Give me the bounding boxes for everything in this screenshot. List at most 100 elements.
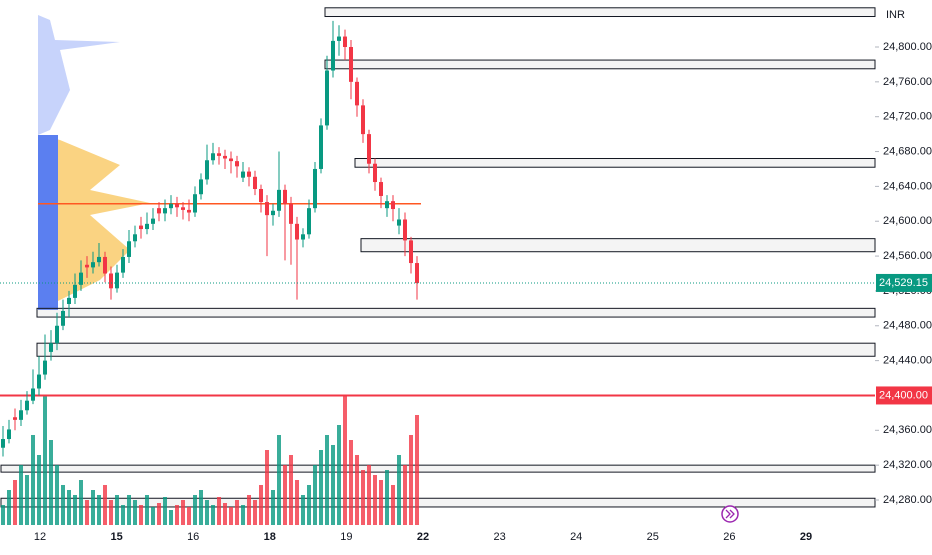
volume-bar	[109, 500, 113, 525]
volume-bar	[169, 510, 173, 525]
candle-body	[373, 163, 377, 183]
candle-body	[133, 234, 137, 242]
volume-bar	[355, 455, 359, 525]
volume-bar	[97, 495, 101, 525]
candle-body	[397, 219, 401, 226]
candle-body	[169, 203, 173, 209]
volume-bar	[163, 497, 167, 525]
volume-bar	[181, 500, 185, 525]
volume-bar	[31, 435, 35, 525]
volume-bar	[91, 490, 95, 525]
candle-body	[277, 189, 281, 211]
candle-body	[103, 256, 107, 274]
candle-body	[361, 105, 365, 135]
volume-bar	[313, 465, 317, 525]
candle-body	[205, 160, 209, 180]
volume-bar	[391, 485, 395, 525]
volume-bar	[157, 503, 161, 525]
x-tick-label: 29	[800, 531, 812, 543]
profile-core	[38, 135, 58, 310]
volume-bar	[49, 440, 53, 525]
candle-body	[331, 40, 335, 71]
candle-body	[307, 208, 311, 235]
candle-body	[109, 273, 113, 289]
volume-bar	[211, 505, 215, 525]
last-price-label: 24,529.15	[879, 277, 928, 289]
candle-body	[403, 219, 407, 241]
candle-body	[271, 210, 275, 216]
zone	[0, 464, 876, 473]
candle-body	[175, 203, 179, 208]
volume-bar	[223, 503, 227, 525]
candle-body	[7, 429, 11, 440]
candle-body	[253, 176, 257, 189]
candle-body	[19, 410, 23, 420]
candle-body	[25, 400, 29, 411]
volume-bar	[337, 425, 341, 525]
volume-bar	[139, 505, 143, 525]
x-tick-label: 22	[417, 531, 429, 543]
volume-bar	[361, 470, 365, 525]
volume-bar	[145, 495, 149, 525]
volume-bar	[343, 395, 347, 525]
volume-bar	[115, 495, 119, 525]
y-tick-label: 24,480.00	[883, 320, 932, 332]
candle-body	[55, 325, 59, 344]
candle-body	[247, 171, 251, 177]
volume-bar	[229, 507, 233, 525]
volume-bar	[37, 455, 41, 525]
y-tick-label: 24,720.00	[883, 111, 932, 123]
y-tick-label: 24,600.00	[883, 215, 932, 227]
level-label: 24,400.00	[879, 389, 928, 401]
candle-body	[265, 202, 269, 216]
volume-bar	[415, 415, 419, 525]
candle-body	[13, 417, 17, 420]
candle-body	[139, 225, 143, 230]
x-tick-label: 24	[570, 531, 582, 543]
volume-bar	[259, 485, 263, 525]
candle-body	[229, 158, 233, 162]
volume-bar	[403, 465, 407, 525]
volume-bar	[241, 505, 245, 525]
candle-body	[391, 201, 395, 210]
candle-body	[49, 343, 53, 352]
candle-body	[241, 171, 245, 178]
zone	[360, 238, 876, 253]
candle-body	[73, 284, 77, 298]
candle-body	[43, 360, 47, 375]
volume-bar	[295, 480, 299, 525]
candle-body	[259, 188, 263, 203]
zone	[354, 158, 876, 168]
volume-bar	[319, 450, 323, 525]
volume-bar	[25, 475, 29, 525]
profile-value-area	[38, 135, 150, 310]
volume-bar	[265, 450, 269, 525]
volume-bar	[61, 485, 65, 525]
volume-bar	[73, 495, 77, 525]
zone	[36, 342, 876, 357]
last-price-box	[876, 273, 932, 292]
candle-body	[199, 179, 203, 195]
volume-bar	[133, 500, 137, 525]
y-tick-label: 24,360.00	[883, 424, 932, 436]
candle-body	[85, 264, 89, 268]
x-tick-label: 23	[493, 531, 505, 543]
volume-bar	[13, 480, 17, 525]
volume-bar	[7, 490, 11, 525]
volume-bar	[127, 495, 131, 525]
volume-bar	[175, 505, 179, 525]
candle-body	[319, 125, 323, 169]
candle-body	[37, 374, 41, 389]
candle-body	[91, 262, 95, 268]
volume-bar	[325, 435, 329, 525]
zone	[324, 7, 876, 18]
y-tick-label: 24,680.00	[883, 145, 932, 157]
volume-bar	[1, 505, 5, 525]
candle-body	[223, 155, 227, 159]
y-tick-label: 24,760.00	[883, 76, 932, 88]
y-tick-label: 24,320.00	[883, 459, 932, 471]
volume-bar	[85, 500, 89, 525]
candle-body	[289, 203, 293, 224]
x-tick-label: 18	[264, 531, 276, 543]
